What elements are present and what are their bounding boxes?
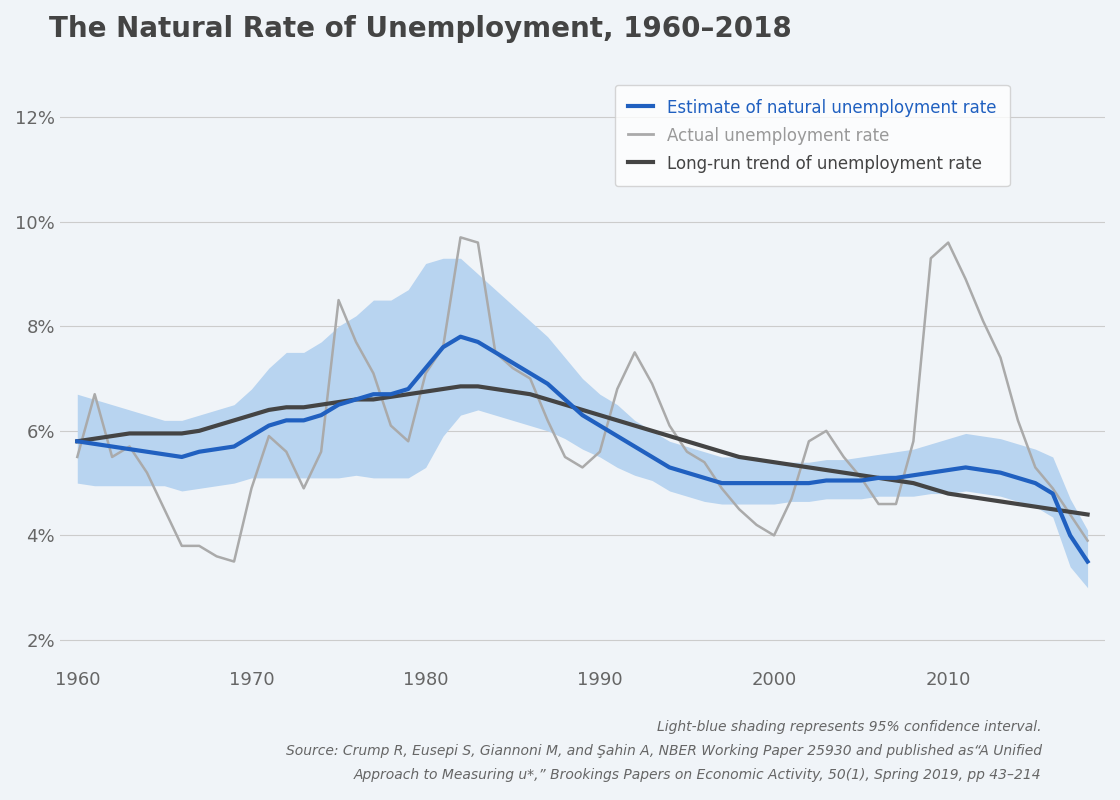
Text: Light-blue shading represents 95% confidence interval.: Light-blue shading represents 95% confid…: [657, 720, 1042, 734]
Text: The Natural Rate of Unemployment, 1960–2018: The Natural Rate of Unemployment, 1960–2…: [49, 15, 792, 43]
Legend: Estimate of natural unemployment rate, Actual unemployment rate, Long-run trend : Estimate of natural unemployment rate, A…: [615, 85, 1009, 186]
Text: Source: Crump R, Eusepi S, Giannoni M, and Şahin A, NBER Working Paper 25930 and: Source: Crump R, Eusepi S, Giannoni M, a…: [286, 744, 1042, 758]
Text: Approach to Measuring u*,” Brookings Papers on Economic Activity, 50(1), Spring : Approach to Measuring u*,” Brookings Pap…: [354, 768, 1042, 782]
